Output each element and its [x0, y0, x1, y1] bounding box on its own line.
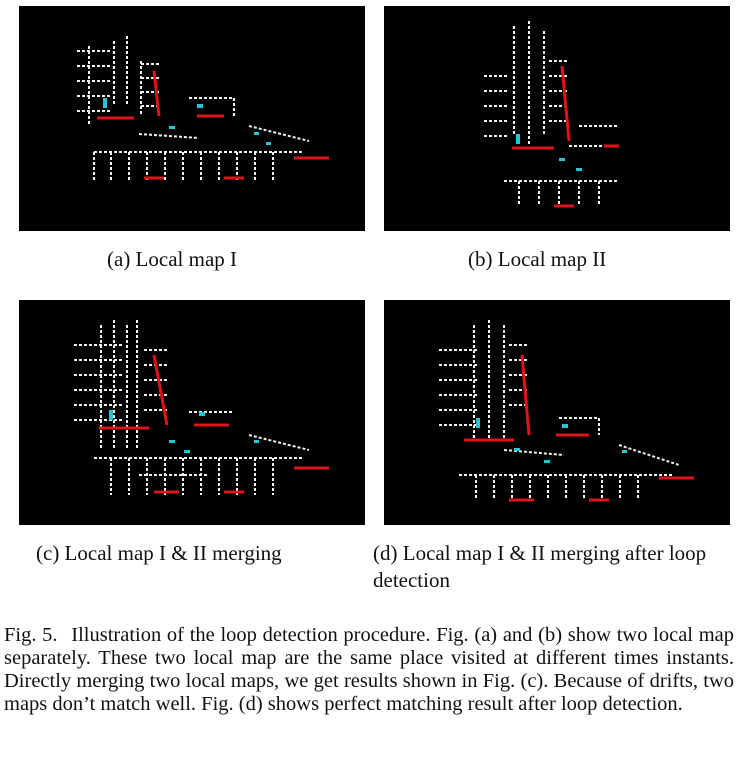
local-map-after-loop-detection-image: [384, 300, 730, 525]
figure-caption: Fig. 5. Illustration of the loop detecti…: [4, 624, 734, 716]
caption-c: (c) Local map I & II merging: [36, 541, 282, 565]
caption-d: (d) Local map I & II merging after loop …: [373, 541, 707, 592]
local-map-i-image: [19, 6, 365, 231]
figure-caption-text: Illustration of the loop detection proce…: [4, 624, 735, 715]
local-map-ii-image: [384, 6, 730, 231]
caption-b: (b) Local map II: [468, 247, 607, 271]
figure-label: Fig. 5.: [4, 624, 58, 646]
local-map-merging-image: [19, 300, 365, 525]
caption-a: (a) Local map I: [107, 247, 238, 271]
